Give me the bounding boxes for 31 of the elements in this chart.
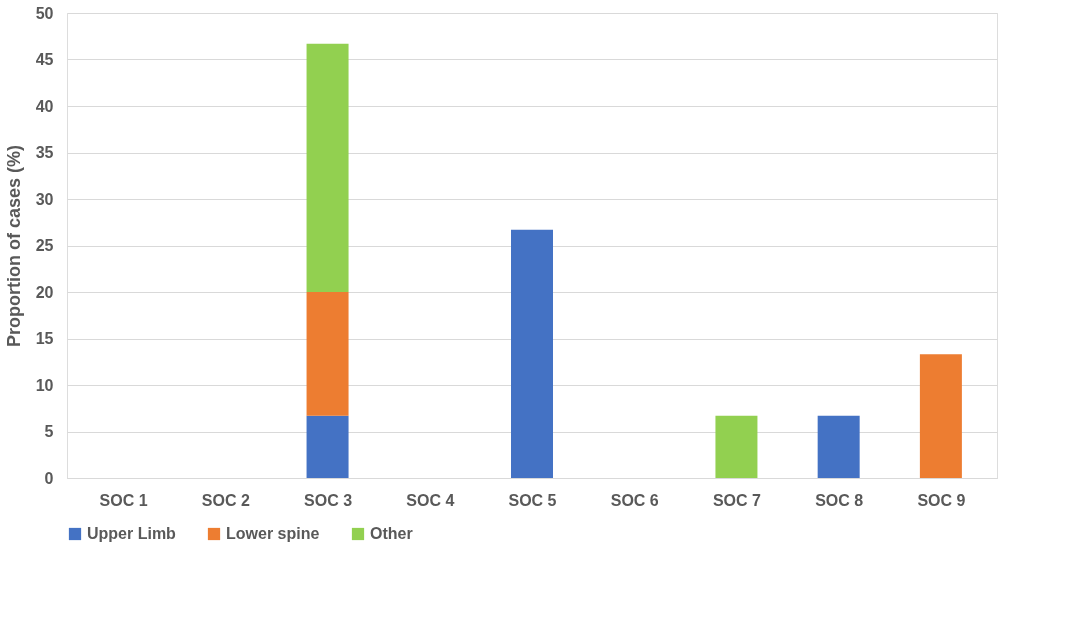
bar [511, 229, 553, 478]
bar [817, 415, 860, 478]
y-tick-label: 45 [35, 51, 54, 68]
x-tick-label: SOC 7 [712, 491, 762, 509]
legend-label: Lower spine [226, 525, 320, 542]
y-tick-label: 25 [35, 237, 54, 254]
y-tick-label: 0 [44, 469, 54, 487]
bar [919, 354, 962, 478]
bar [306, 43, 349, 292]
x-tick-label: SOC 3 [304, 491, 353, 509]
x-tick-label: SOC 5 [508, 491, 557, 509]
y-tick-label: 15 [35, 330, 54, 347]
y-axis-title: Proportion of cases (%) [3, 144, 24, 348]
y-tick-label: 50 [35, 4, 54, 22]
bar [715, 415, 758, 478]
y-tick-label: 35 [35, 144, 54, 161]
x-tick-label: SOC 6 [610, 491, 659, 509]
x-tick-label: SOC 2 [201, 491, 250, 509]
x-tick-label: SOC 1 [99, 491, 148, 509]
y-tick-label: 10 [35, 376, 54, 394]
y-tick-label: 20 [35, 283, 54, 301]
bar [306, 415, 349, 478]
x-tick-label: SOC 4 [406, 491, 455, 509]
legend-label: Other [370, 525, 413, 542]
legend-label: Upper Limb [87, 525, 177, 542]
y-tick-label: 40 [35, 97, 54, 115]
x-tick-label: SOC 8 [815, 491, 864, 509]
y-tick-label: 5 [44, 423, 54, 440]
x-tick-label: SOC 9 [917, 491, 966, 509]
y-tick-label: 30 [35, 190, 54, 208]
bar [306, 292, 349, 416]
